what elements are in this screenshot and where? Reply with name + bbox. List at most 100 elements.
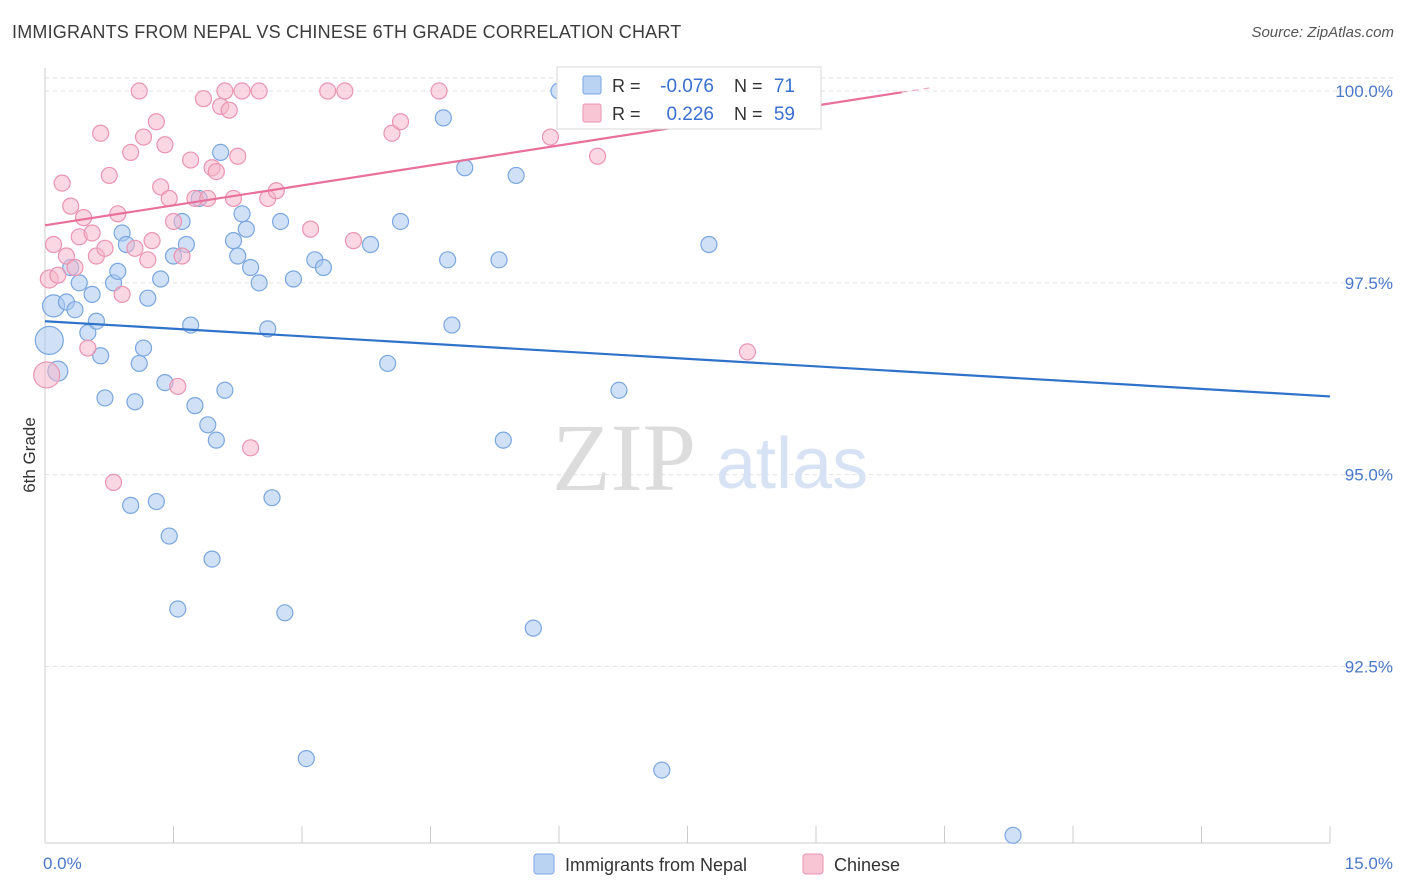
nepal-point: [199, 416, 217, 434]
chinese-point: [233, 82, 251, 100]
nepal-point: [490, 251, 508, 269]
chinese-point: [207, 162, 225, 181]
chinese-point: [104, 473, 123, 491]
chinese-point: [33, 361, 61, 389]
nepal-point: [212, 143, 230, 162]
chinese-point: [250, 82, 268, 100]
nepal-point: [233, 205, 251, 223]
chinese-point: [143, 232, 161, 250]
nepal-point: [92, 347, 110, 365]
chinese-point: [541, 128, 560, 146]
nepal-point: [109, 262, 127, 280]
chinese-point: [216, 82, 234, 100]
chinese-trend-extension: [901, 86, 935, 93]
chinese-point: [122, 143, 140, 162]
chinese-point: [173, 247, 191, 265]
nepal-point: [276, 604, 294, 622]
chinese-point: [319, 82, 337, 100]
chinese-point: [66, 258, 84, 277]
chinese-point: [100, 166, 118, 185]
nepal-point: [152, 270, 170, 288]
legend: Immigrants from Nepal Chinese: [533, 853, 900, 875]
y-tick-label: 92.5%: [1345, 658, 1393, 677]
chinese-point: [134, 128, 153, 146]
chinese-point: [229, 147, 247, 165]
nepal-point: [203, 550, 221, 568]
chinese-point: [430, 82, 448, 100]
nepal-point: [216, 381, 234, 399]
legend-swatch-chinese[interactable]: [802, 853, 824, 875]
nepal-point: [259, 320, 277, 338]
nepal-point: [1004, 826, 1022, 844]
chinese-point: [57, 247, 76, 265]
stats-swatch-chinese: [582, 103, 602, 123]
nepal-point: [494, 431, 512, 449]
nepal-point: [297, 749, 315, 768]
nepal-point: [237, 220, 255, 238]
y-tick-label: 95.0%: [1345, 466, 1393, 485]
stats-n-label-nepal: N =: [734, 76, 763, 96]
nepal-point: [134, 339, 153, 357]
y-axis-label: 6th Grade: [20, 417, 39, 493]
nepal-point: [314, 258, 333, 277]
nepal-point: [96, 389, 114, 407]
axes: [44, 68, 1331, 844]
nepal-point: [70, 274, 88, 292]
source-label: Source: ZipAtlas.com: [1251, 24, 1394, 41]
stats-r-label-nepal: R =: [612, 76, 641, 96]
nepal-point: [391, 212, 410, 231]
legend-swatch-nepal[interactable]: [533, 853, 555, 875]
chinese-point: [336, 82, 354, 100]
nepal-point: [524, 619, 542, 637]
chinese-point: [194, 90, 213, 108]
nepal-point: [271, 212, 290, 231]
chinese-point: [147, 113, 165, 131]
nepal-point: [207, 431, 225, 449]
chinese-point: [182, 151, 200, 169]
nepal-point: [186, 397, 204, 415]
stats-swatch-nepal: [582, 75, 602, 95]
nepal-point: [229, 247, 247, 265]
chinese-point: [79, 339, 97, 357]
chinese-point: [588, 147, 607, 165]
nepal-point: [507, 166, 525, 185]
nepal-point: [147, 492, 165, 511]
nepal-point: [456, 159, 474, 177]
chinese-point: [113, 285, 131, 303]
nepal-point: [83, 285, 101, 303]
watermark: ZIP atlas: [552, 404, 868, 511]
tick-labels: 100.0% 97.5% 95.0% 92.5% 0.0% 15.0%: [43, 82, 1393, 873]
legend-label-chinese[interactable]: Chinese: [834, 855, 900, 875]
chinese-point: [139, 251, 157, 269]
nepal-point: [242, 258, 260, 277]
chinese-point: [383, 124, 401, 142]
chinese-point: [738, 343, 757, 361]
chinese-point: [130, 82, 148, 100]
grid-lines: [45, 77, 1395, 668]
chinese-point: [224, 189, 243, 208]
chinese-point: [126, 239, 144, 257]
chinese-point: [152, 178, 170, 196]
stats-r-label-chinese: R =: [612, 104, 641, 124]
chinese-point: [344, 232, 362, 250]
nepal-point: [139, 289, 157, 307]
nepal-point: [250, 274, 268, 292]
legend-label-nepal[interactable]: Immigrants from Nepal: [565, 855, 747, 875]
nepal-point: [434, 109, 452, 127]
nepal-point: [610, 381, 628, 399]
stats-r-value-chinese: 0.226: [666, 104, 714, 125]
nepal-point: [130, 354, 148, 373]
nepal-point: [126, 393, 144, 411]
chinese-point: [164, 212, 183, 231]
nepal-trend-line: [44, 320, 1331, 398]
chinese-point: [220, 101, 238, 119]
nepal-point: [653, 761, 671, 779]
stats-n-label-chinese: N =: [734, 104, 763, 124]
watermark-atlas: atlas: [716, 424, 868, 504]
chinese-point: [301, 220, 320, 238]
chinese-point: [62, 197, 80, 215]
nepal-point: [87, 312, 106, 330]
x-tick-label: 15.0%: [1345, 854, 1393, 873]
chinese-point: [53, 174, 71, 192]
